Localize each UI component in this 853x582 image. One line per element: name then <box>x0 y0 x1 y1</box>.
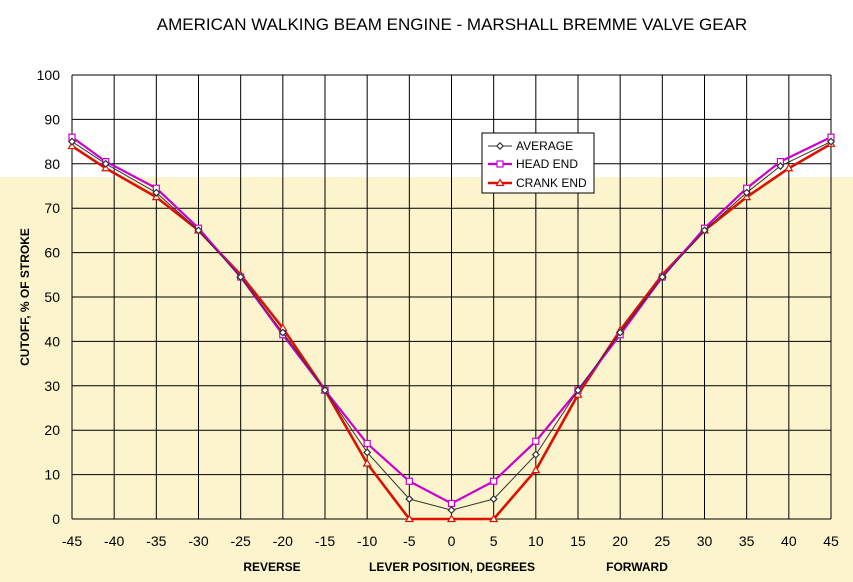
x-tick-label: 20 <box>612 533 628 549</box>
data-point <box>776 161 785 171</box>
x-tick-label: -15 <box>315 533 335 549</box>
data-point <box>446 514 457 523</box>
y-tick-label: 10 <box>44 467 60 483</box>
data-point <box>531 450 540 459</box>
x-tick-label: 30 <box>697 533 713 549</box>
data-point <box>495 141 505 151</box>
x-tick-label: 0 <box>448 533 456 549</box>
data-point <box>532 437 540 445</box>
legend-label: HEAD END <box>516 157 578 171</box>
data-point <box>489 494 498 504</box>
legend-label: CRANK END <box>516 176 587 190</box>
x-tick-label: -5 <box>403 533 416 549</box>
data-point <box>447 506 456 515</box>
data-point <box>496 160 504 168</box>
y-axis-label: CUTOFF, % OF STROKE <box>18 228 32 366</box>
x-tick-label: 25 <box>655 533 671 549</box>
legend: AVERAGE HEAD END CRANK END <box>481 132 595 194</box>
data-point <box>531 465 541 474</box>
data-point <box>826 137 836 146</box>
x-tick-label: -20 <box>273 533 293 549</box>
x-tick-label: -10 <box>357 533 377 549</box>
data-point <box>404 514 414 523</box>
x-tick-label: -25 <box>231 533 251 549</box>
legend-label: AVERAGE <box>516 139 573 153</box>
data-point <box>67 137 77 146</box>
data-point <box>363 439 371 448</box>
data-point <box>784 163 794 172</box>
data-point <box>742 188 751 197</box>
y-tick-label: 90 <box>44 111 60 127</box>
x-tick-label: 10 <box>528 533 544 549</box>
data-point <box>447 499 456 508</box>
data-point <box>616 328 625 337</box>
y-tick-label: 30 <box>44 378 60 394</box>
x-tick-label: -35 <box>146 533 166 549</box>
data-point <box>405 477 413 485</box>
chart-title: AMERICAN WALKING BEAM ENGINE - MARSHALL … <box>157 15 747 34</box>
data-point <box>495 178 505 187</box>
data-point <box>278 328 287 337</box>
series-layer <box>67 133 836 523</box>
data-point <box>236 272 245 282</box>
y-tick-label: 60 <box>44 245 60 261</box>
data-point <box>362 458 372 467</box>
data-point <box>363 448 372 457</box>
y-tick-label: 50 <box>44 289 60 305</box>
x-tick-label: -45 <box>62 533 82 549</box>
grid-lines <box>71 74 832 520</box>
data-point <box>573 386 583 395</box>
data-point <box>658 272 667 282</box>
x-tick-label: -40 <box>104 533 124 549</box>
data-point <box>320 386 330 395</box>
y-tick-label: 70 <box>44 200 60 216</box>
x-axis-label: LEVER POSITION, DEGREES <box>369 560 535 574</box>
lower-band-background <box>0 177 853 582</box>
data-point <box>489 514 499 523</box>
y-tick-label: 0 <box>52 511 60 527</box>
tick-labels: -45 -40 -35 -30 -25 -20 -15 -10 -5 0 5 10 15 20 25 30 35… <box>37 67 839 549</box>
x-axis-label-forward: FORWARD <box>606 560 668 574</box>
series-average <box>67 137 836 515</box>
y-tick-label: 100 <box>37 67 61 83</box>
data-point <box>700 226 709 235</box>
x-tick-label: 15 <box>570 533 586 549</box>
y-tick-label: 20 <box>44 422 60 438</box>
data-point <box>152 188 161 197</box>
x-tick-label: 5 <box>490 533 498 549</box>
x-axis-label-reverse: REVERSE <box>243 560 300 574</box>
y-tick-label: 80 <box>44 156 60 172</box>
data-point <box>490 477 498 485</box>
x-tick-label: 40 <box>781 533 797 549</box>
x-tick-label: -30 <box>188 533 208 549</box>
data-point <box>405 494 414 504</box>
data-point <box>194 226 203 235</box>
y-tick-label: 40 <box>44 333 60 349</box>
x-tick-label: 45 <box>823 533 839 549</box>
x-tick-label: 35 <box>739 533 755 549</box>
data-point <box>101 159 110 168</box>
